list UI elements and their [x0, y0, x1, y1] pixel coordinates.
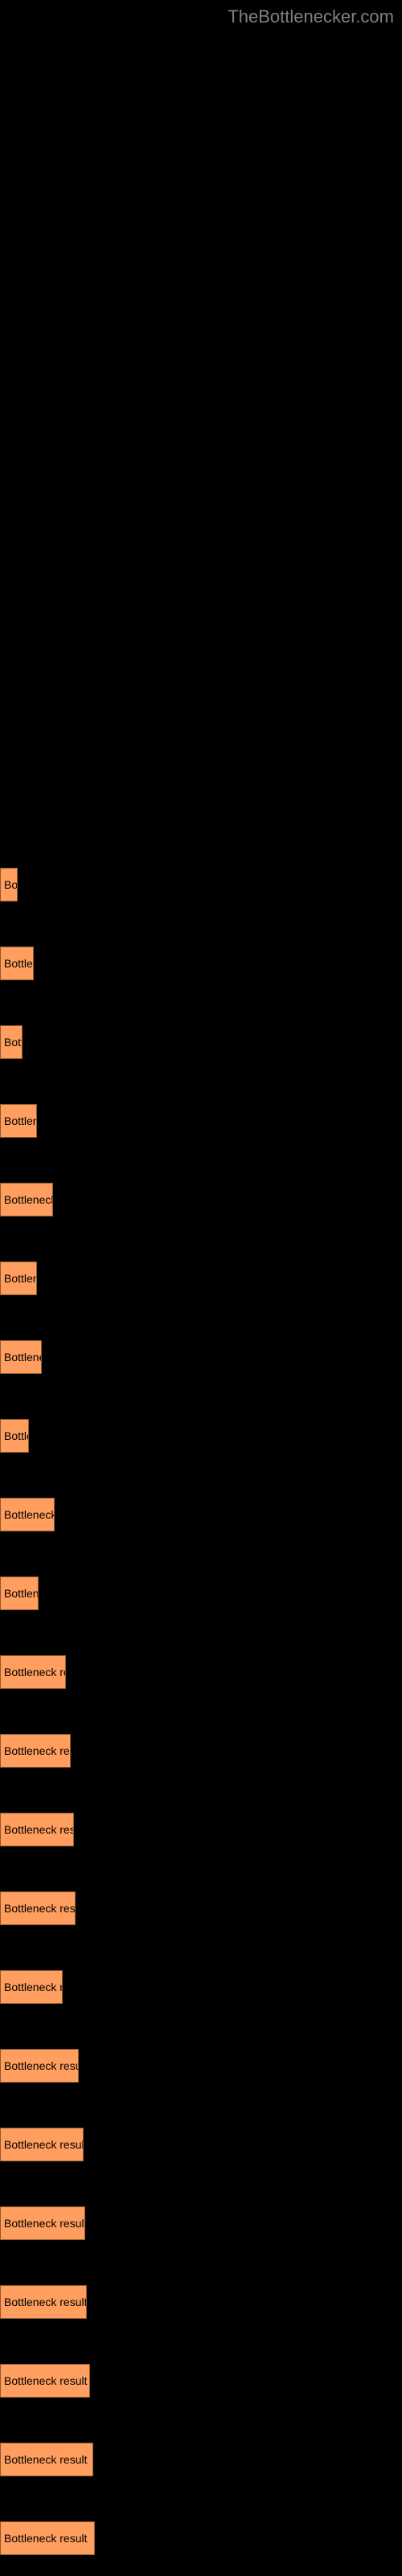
bar-label: Bottleneck result	[4, 1744, 71, 1757]
bar-row: Bottleneck result	[0, 2261, 402, 2340]
bar-row: Bottlen	[0, 1395, 402, 1474]
bar-label: Bottleneck re	[4, 1508, 55, 1521]
bar-row: Bottleneck r	[0, 1159, 402, 1237]
bar-15: Bottleneck result	[0, 2049, 79, 2083]
bar-20: Bottleneck result	[0, 2443, 93, 2476]
bar-row: Bott	[0, 1001, 402, 1080]
bar-1: Bottlene	[0, 947, 34, 980]
bar-label: Bottleneck	[4, 1351, 42, 1364]
bar-11: Bottleneck result	[0, 1734, 71, 1768]
bar-18: Bottleneck result	[0, 2285, 87, 2319]
bar-label: Bottlene	[4, 957, 34, 970]
bar-row: Bottlene	[0, 922, 402, 1001]
bar-10: Bottleneck result	[0, 1655, 66, 1689]
bar-row: Bottleneck result	[0, 2419, 402, 2497]
bar-row: Bottleneck re	[0, 1474, 402, 1552]
bar-row: Bottleneck	[0, 1316, 402, 1395]
bar-13: Bottleneck result	[0, 1891, 76, 1925]
bar-row: Bo	[0, 844, 402, 922]
bar-0: Bo	[0, 868, 18, 902]
bar-2: Bott	[0, 1025, 23, 1059]
bar-12: Bottleneck result	[0, 1813, 74, 1846]
bar-3: Bottlenec	[0, 1104, 37, 1138]
bar-row: Bottlenec	[0, 1080, 402, 1159]
bar-label: Bottleneck result	[4, 2296, 87, 2308]
bar-label: Bottleneck result	[4, 2059, 79, 2072]
bar-chart: Bo Bottlene Bott Bottlenec Bottleneck r …	[0, 844, 402, 2576]
bar-4: Bottleneck r	[0, 1183, 53, 1216]
bar-label: Bottleneck result	[4, 2532, 88, 2545]
bar-row: Bottleneck result	[0, 1789, 402, 1867]
bar-14: Bottleneck resu	[0, 1970, 63, 2004]
bar-label: Bottleneck result	[4, 1666, 66, 1678]
bar-row: Bottleneck result	[0, 1710, 402, 1789]
bar-row: Bottleneck resu	[0, 1946, 402, 2025]
bar-label: Bottlenec	[4, 1114, 37, 1127]
bar-5: Bottlenec	[0, 1261, 37, 1295]
bar-row: Bottleneck result	[0, 2025, 402, 2104]
bar-19: Bottleneck result	[0, 2364, 90, 2398]
bar-label: Bottlenec	[4, 1587, 39, 1600]
bar-label: Bo	[4, 878, 18, 891]
bar-label: Bottleneck r	[4, 1193, 53, 1206]
bar-label: Bottleneck result	[4, 2217, 85, 2230]
bar-9: Bottlenec	[0, 1576, 39, 1610]
bar-label: Bottlen	[4, 1429, 29, 1442]
bar-label: Bott	[4, 1036, 23, 1049]
bar-8: Bottleneck re	[0, 1498, 55, 1531]
bar-row: Bottleneck result	[0, 2497, 402, 2576]
bar-label: Bottleneck result	[4, 2374, 88, 2387]
bar-17: Bottleneck result	[0, 2206, 85, 2240]
bar-16: Bottleneck result	[0, 2128, 84, 2161]
bar-21: Bottleneck result	[0, 2521, 95, 2555]
bar-7: Bottlen	[0, 1419, 29, 1453]
bar-label: Bottleneck result	[4, 1902, 76, 1915]
bar-label: Bottleneck resu	[4, 1981, 63, 1993]
watermark-text: TheBottlenecker.com	[228, 6, 394, 27]
bar-row: Bottleneck result	[0, 1867, 402, 1946]
bar-label: Bottlenec	[4, 1272, 37, 1285]
bar-row: Bottleneck result	[0, 2182, 402, 2261]
bar-label: Bottleneck result	[4, 2138, 84, 2151]
bar-label: Bottleneck result	[4, 2453, 88, 2466]
bar-label: Bottleneck result	[4, 1823, 74, 1836]
bar-row: Bottleneck result	[0, 2340, 402, 2419]
bar-6: Bottleneck	[0, 1340, 42, 1374]
bar-row: Bottleneck result	[0, 2104, 402, 2182]
bar-row: Bottleneck result	[0, 1631, 402, 1710]
bar-row: Bottlenec	[0, 1552, 402, 1631]
bar-row: Bottlenec	[0, 1237, 402, 1316]
